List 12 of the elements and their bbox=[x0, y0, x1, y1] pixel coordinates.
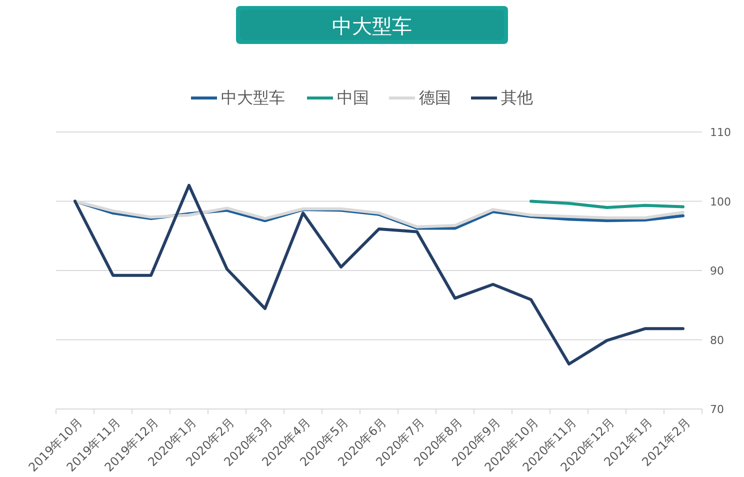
y-tick-label: 110 bbox=[710, 126, 731, 139]
y-tick-label: 100 bbox=[710, 195, 731, 208]
line-series bbox=[74, 184, 684, 366]
y-tick-label: 70 bbox=[710, 403, 724, 416]
legend-label: 中国 bbox=[337, 88, 369, 107]
legend-label: 其他 bbox=[501, 88, 533, 107]
legend-label: 德国 bbox=[419, 88, 451, 107]
chart-title: 中大型车 bbox=[332, 14, 412, 38]
y-tick-label: 80 bbox=[710, 334, 724, 347]
legend-label: 中大型车 bbox=[221, 88, 285, 107]
line-series bbox=[530, 200, 684, 209]
y-tick-label: 90 bbox=[710, 264, 724, 278]
